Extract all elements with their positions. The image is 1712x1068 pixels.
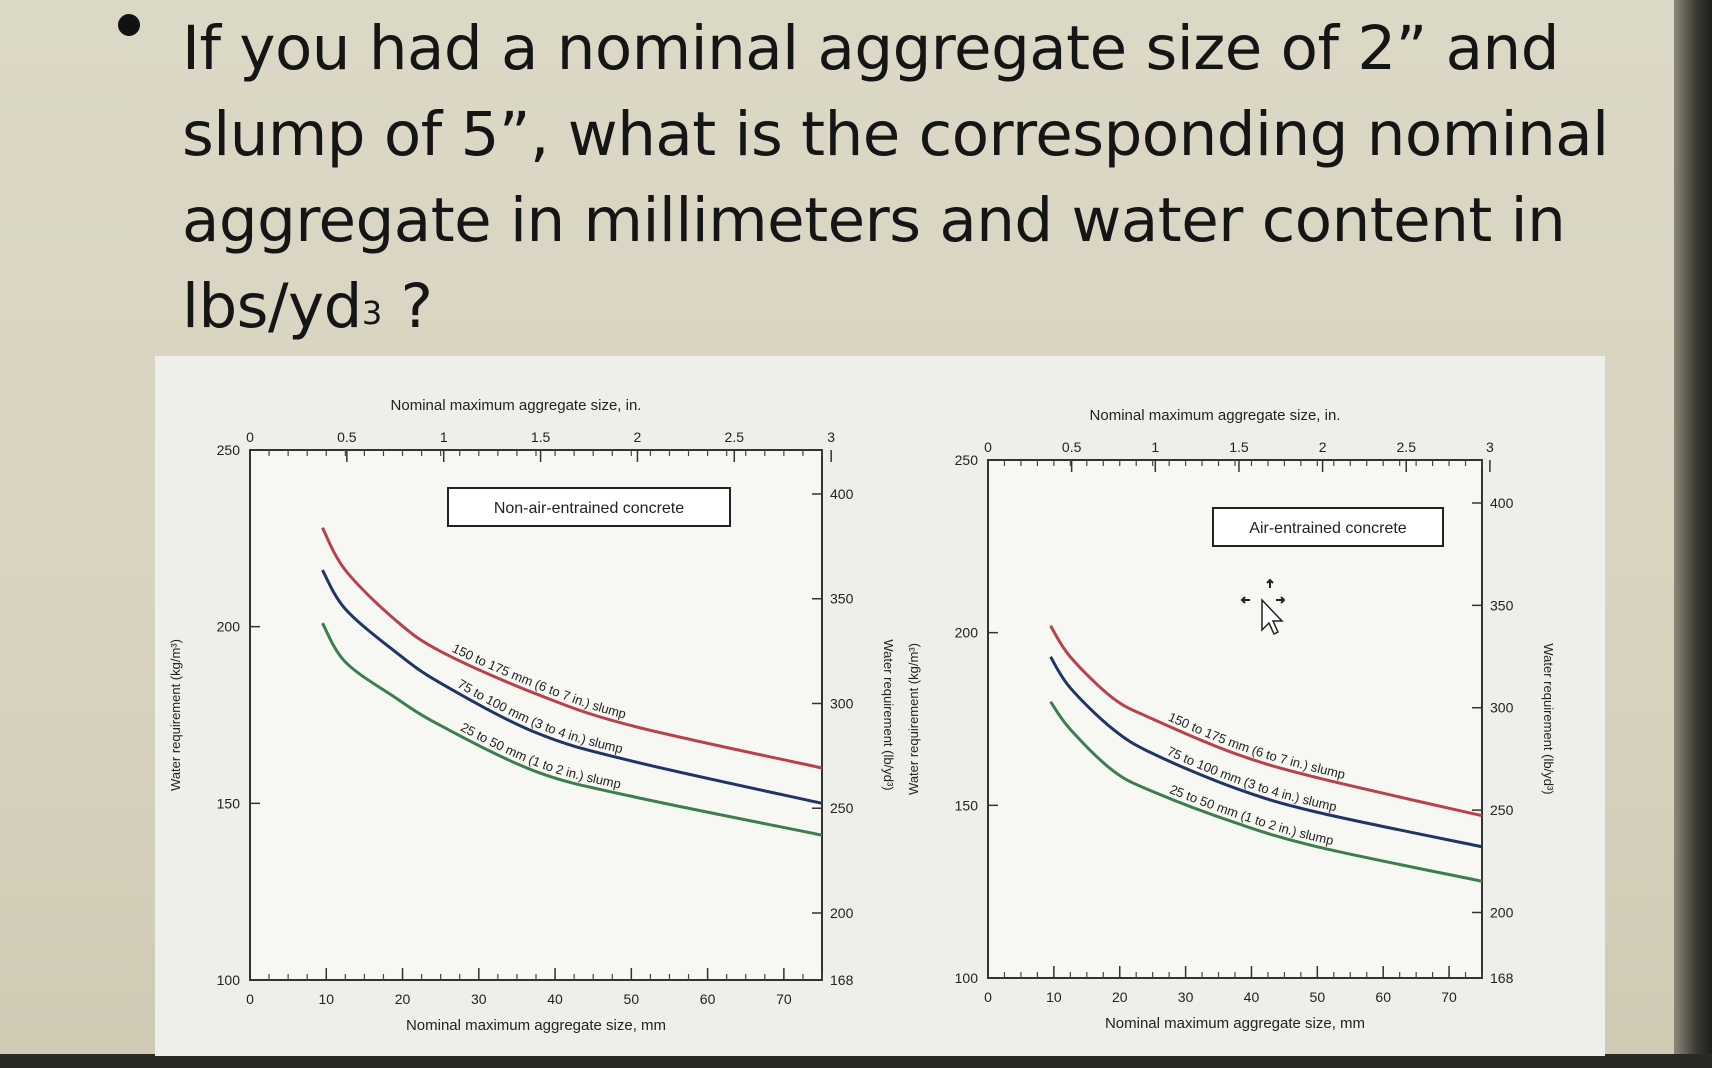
series-line <box>321 527 823 770</box>
question-text: If you had a nominal aggregate size of 2… <box>182 6 1662 350</box>
series-line <box>321 569 823 805</box>
y2-tick-label: 300 <box>1490 700 1514 716</box>
y2-tick-label: 250 <box>830 800 854 816</box>
y-tick-label: 250 <box>955 452 979 468</box>
y2-tick-label: 168 <box>830 972 854 988</box>
series-line <box>1049 656 1483 849</box>
x-tick-label: 20 <box>395 991 411 1007</box>
x2-tick-label: 2.5 <box>725 429 745 445</box>
y2-tick-label: 200 <box>830 905 854 921</box>
x-tick-label: 50 <box>1310 989 1326 1005</box>
x2-tick-label: 1 <box>1151 439 1159 455</box>
x2-tick-label: 1.5 <box>1229 439 1249 455</box>
y-tick-label: 200 <box>217 619 241 635</box>
x-tick-label: 70 <box>776 991 792 1007</box>
y2-tick-label: 168 <box>1490 970 1514 986</box>
y2-tick-label: 400 <box>830 486 854 502</box>
y-axis-label: Water requirement (kg/m³) <box>168 639 183 791</box>
x-tick-label: 0 <box>246 991 254 1007</box>
x2-tick-label: 0 <box>984 439 992 455</box>
y2-tick-label: 200 <box>1490 904 1514 920</box>
y-tick-label: 100 <box>955 970 979 986</box>
plot-frame <box>249 449 823 981</box>
screen-bezel-bottom <box>0 1054 1712 1068</box>
y2-tick-label: 250 <box>1490 802 1514 818</box>
x-tick-label: 30 <box>471 991 487 1007</box>
x-tick-label: 20 <box>1112 989 1128 1005</box>
x2-tick-label: 1 <box>440 429 448 445</box>
question-main-text: If you had a nominal aggregate size of 2… <box>182 13 1609 342</box>
mouse-cursor-icon <box>1240 578 1286 636</box>
question-superscript: 3 <box>361 294 382 332</box>
x2-axis-label: Nominal maximum aggregate size, in. <box>391 397 642 414</box>
chart-title: Non-air-entrained concrete <box>494 500 684 517</box>
chart-title-box <box>447 487 731 527</box>
y-axis-label: Water requirement (kg/m³) <box>906 643 921 795</box>
y2-axis-label: Water requirement (lb/yd³) <box>1541 643 1556 794</box>
y2-tick-label: 350 <box>1490 597 1514 613</box>
bullet-point <box>118 14 140 36</box>
x2-tick-label: 3 <box>1486 439 1494 455</box>
series-line <box>321 622 823 837</box>
x2-tick-label: 2.5 <box>1397 439 1417 455</box>
chart-title-box <box>1212 507 1444 547</box>
x2-tick-label: 0.5 <box>1062 439 1082 455</box>
series-line <box>1049 700 1483 883</box>
y-tick-label: 150 <box>217 795 241 811</box>
x2-tick-label: 0 <box>246 429 254 445</box>
y-tick-label: 200 <box>955 625 979 641</box>
x2-tick-label: 2 <box>1319 439 1327 455</box>
x-tick-label: 70 <box>1441 989 1457 1005</box>
x-tick-label: 60 <box>700 991 716 1007</box>
x-tick-label: 40 <box>1244 989 1260 1005</box>
x-tick-label: 0 <box>984 989 992 1005</box>
x2-tick-label: 2 <box>634 429 642 445</box>
y-tick-label: 250 <box>217 442 241 458</box>
x-tick-label: 30 <box>1178 989 1194 1005</box>
y2-axis-label: Water requirement (lb/yd³) <box>881 639 896 790</box>
x-axis-label: Nominal maximum aggregate size, mm <box>1105 1015 1365 1032</box>
question-end: ? <box>381 271 433 342</box>
series-line <box>1049 624 1483 818</box>
x2-axis-label: Nominal maximum aggregate size, in. <box>1090 407 1341 424</box>
x2-tick-label: 0.5 <box>337 429 357 445</box>
x2-tick-label: 1.5 <box>531 429 551 445</box>
x-tick-label: 10 <box>1046 989 1062 1005</box>
screen-bezel-edge <box>1674 0 1712 1068</box>
x-tick-label: 60 <box>1375 989 1391 1005</box>
y2-tick-label: 350 <box>830 591 854 607</box>
x2-tick-label: 3 <box>827 429 835 445</box>
y2-tick-label: 300 <box>830 695 854 711</box>
x-tick-label: 40 <box>547 991 563 1007</box>
x-axis-label: Nominal maximum aggregate size, mm <box>406 1017 666 1034</box>
y-tick-label: 150 <box>955 797 979 813</box>
x-tick-label: 50 <box>624 991 640 1007</box>
x-tick-label: 10 <box>318 991 334 1007</box>
y2-tick-label: 400 <box>1490 495 1514 511</box>
y-tick-label: 100 <box>217 972 241 988</box>
chart-title: Air-entrained concrete <box>1249 520 1407 537</box>
